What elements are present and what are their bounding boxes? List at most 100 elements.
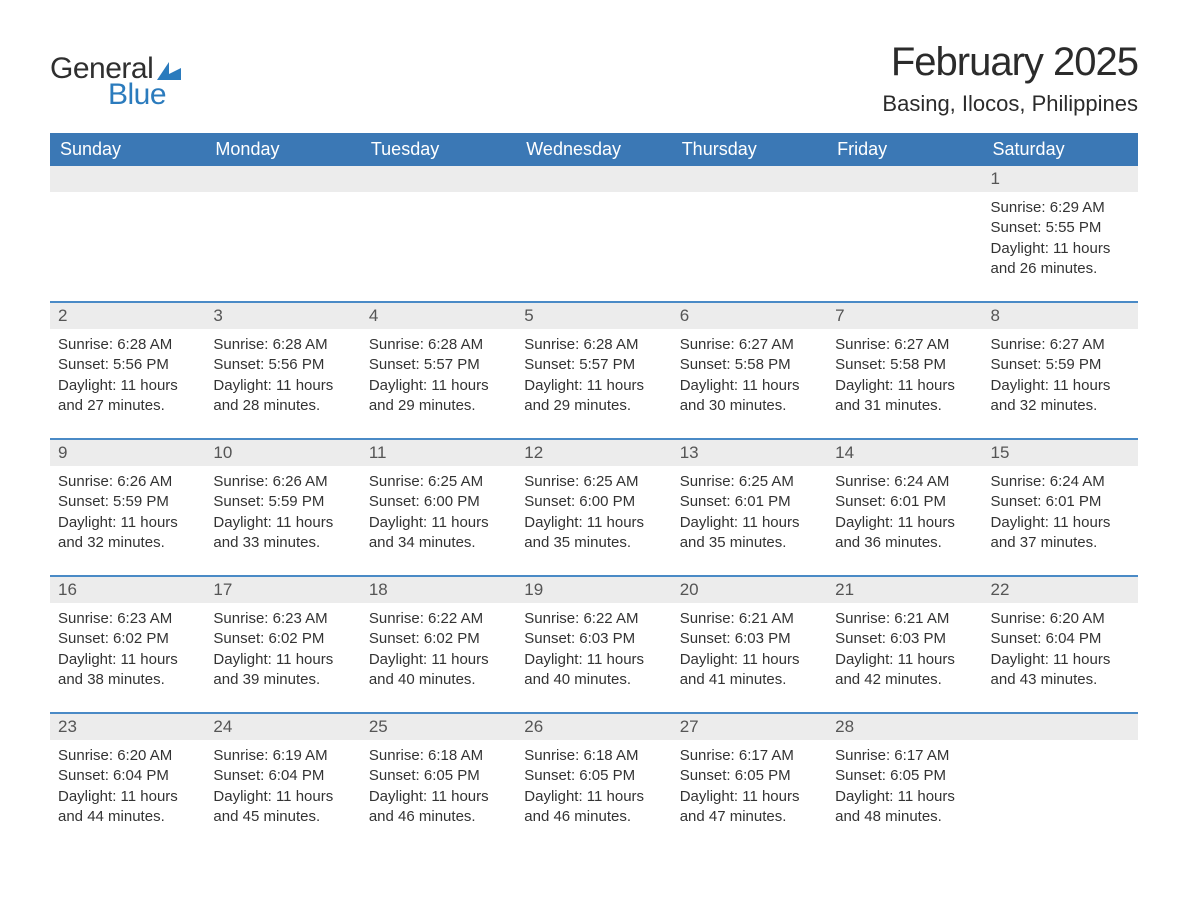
daylight-text: Daylight: 11 hours and 43 minutes.	[991, 650, 1130, 691]
day-header: Tuesday	[361, 133, 516, 166]
cell-body: Sunrise: 6:26 AMSunset: 5:59 PMDaylight:…	[205, 466, 360, 561]
calendar-cell	[50, 166, 205, 287]
day-number: 16	[50, 577, 205, 603]
sunset-text: Sunset: 5:57 PM	[524, 355, 663, 375]
calendar-cell	[983, 714, 1138, 835]
calendar-cell: 3Sunrise: 6:28 AMSunset: 5:56 PMDaylight…	[205, 303, 360, 424]
sunrise-text: Sunrise: 6:27 AM	[835, 335, 974, 355]
day-header: Wednesday	[516, 133, 671, 166]
sunrise-text: Sunrise: 6:20 AM	[58, 746, 197, 766]
sunset-text: Sunset: 6:04 PM	[58, 766, 197, 786]
week-row: 2Sunrise: 6:28 AMSunset: 5:56 PMDaylight…	[50, 301, 1138, 424]
week-row: 1Sunrise: 6:29 AMSunset: 5:55 PMDaylight…	[50, 166, 1138, 287]
sunset-text: Sunset: 5:55 PM	[991, 218, 1130, 238]
sunset-text: Sunset: 6:01 PM	[991, 492, 1130, 512]
daylight-text: Daylight: 11 hours and 34 minutes.	[369, 513, 508, 554]
calendar-cell: 16Sunrise: 6:23 AMSunset: 6:02 PMDayligh…	[50, 577, 205, 698]
daylight-text: Daylight: 11 hours and 35 minutes.	[524, 513, 663, 554]
daylight-text: Daylight: 11 hours and 32 minutes.	[58, 513, 197, 554]
calendar-cell: 8Sunrise: 6:27 AMSunset: 5:59 PMDaylight…	[983, 303, 1138, 424]
week-row: 9Sunrise: 6:26 AMSunset: 5:59 PMDaylight…	[50, 438, 1138, 561]
daylight-text: Daylight: 11 hours and 32 minutes.	[991, 376, 1130, 417]
cell-body: Sunrise: 6:27 AMSunset: 5:58 PMDaylight:…	[672, 329, 827, 424]
sunset-text: Sunset: 5:56 PM	[58, 355, 197, 375]
daylight-text: Daylight: 11 hours and 46 minutes.	[369, 787, 508, 828]
cell-body: Sunrise: 6:25 AMSunset: 6:01 PMDaylight:…	[672, 466, 827, 561]
day-number: 9	[50, 440, 205, 466]
daylight-text: Daylight: 11 hours and 39 minutes.	[213, 650, 352, 691]
cell-body: Sunrise: 6:18 AMSunset: 6:05 PMDaylight:…	[361, 740, 516, 835]
sunset-text: Sunset: 6:02 PM	[58, 629, 197, 649]
day-number: 19	[516, 577, 671, 603]
title-block: February 2025 Basing, Ilocos, Philippine…	[882, 40, 1138, 117]
day-number-empty	[205, 166, 360, 192]
day-number: 1	[983, 166, 1138, 192]
cell-body: Sunrise: 6:17 AMSunset: 6:05 PMDaylight:…	[672, 740, 827, 835]
sunrise-text: Sunrise: 6:20 AM	[991, 609, 1130, 629]
week-row: 16Sunrise: 6:23 AMSunset: 6:02 PMDayligh…	[50, 575, 1138, 698]
calendar-cell: 13Sunrise: 6:25 AMSunset: 6:01 PMDayligh…	[672, 440, 827, 561]
calendar-cell	[361, 166, 516, 287]
day-number: 22	[983, 577, 1138, 603]
sunset-text: Sunset: 6:00 PM	[369, 492, 508, 512]
sunrise-text: Sunrise: 6:24 AM	[835, 472, 974, 492]
daylight-text: Daylight: 11 hours and 29 minutes.	[524, 376, 663, 417]
sunset-text: Sunset: 5:58 PM	[680, 355, 819, 375]
day-header: Friday	[827, 133, 982, 166]
day-header: Saturday	[983, 133, 1138, 166]
day-number: 25	[361, 714, 516, 740]
day-number: 3	[205, 303, 360, 329]
day-number: 20	[672, 577, 827, 603]
cell-body: Sunrise: 6:22 AMSunset: 6:03 PMDaylight:…	[516, 603, 671, 698]
daylight-text: Daylight: 11 hours and 26 minutes.	[991, 239, 1130, 280]
logo: General Blue	[50, 40, 181, 112]
day-number: 11	[361, 440, 516, 466]
cell-body: Sunrise: 6:20 AMSunset: 6:04 PMDaylight:…	[50, 740, 205, 835]
day-number: 23	[50, 714, 205, 740]
week-row: 23Sunrise: 6:20 AMSunset: 6:04 PMDayligh…	[50, 712, 1138, 835]
daylight-text: Daylight: 11 hours and 48 minutes.	[835, 787, 974, 828]
calendar-cell: 11Sunrise: 6:25 AMSunset: 6:00 PMDayligh…	[361, 440, 516, 561]
cell-body: Sunrise: 6:25 AMSunset: 6:00 PMDaylight:…	[516, 466, 671, 561]
cell-body: Sunrise: 6:24 AMSunset: 6:01 PMDaylight:…	[983, 466, 1138, 561]
sunset-text: Sunset: 6:05 PM	[369, 766, 508, 786]
sunset-text: Sunset: 6:01 PM	[835, 492, 974, 512]
sunrise-text: Sunrise: 6:26 AM	[58, 472, 197, 492]
calendar-cell: 6Sunrise: 6:27 AMSunset: 5:58 PMDaylight…	[672, 303, 827, 424]
daylight-text: Daylight: 11 hours and 40 minutes.	[524, 650, 663, 691]
sunrise-text: Sunrise: 6:19 AM	[213, 746, 352, 766]
day-header: Sunday	[50, 133, 205, 166]
cell-body: Sunrise: 6:27 AMSunset: 5:58 PMDaylight:…	[827, 329, 982, 424]
daylight-text: Daylight: 11 hours and 35 minutes.	[680, 513, 819, 554]
day-number: 14	[827, 440, 982, 466]
day-header-row: SundayMondayTuesdayWednesdayThursdayFrid…	[50, 133, 1138, 166]
daylight-text: Daylight: 11 hours and 30 minutes.	[680, 376, 819, 417]
sunset-text: Sunset: 6:01 PM	[680, 492, 819, 512]
sunrise-text: Sunrise: 6:18 AM	[369, 746, 508, 766]
sunrise-text: Sunrise: 6:21 AM	[680, 609, 819, 629]
sunset-text: Sunset: 6:02 PM	[369, 629, 508, 649]
day-number: 27	[672, 714, 827, 740]
day-number-empty	[361, 166, 516, 192]
daylight-text: Daylight: 11 hours and 36 minutes.	[835, 513, 974, 554]
calendar-cell: 22Sunrise: 6:20 AMSunset: 6:04 PMDayligh…	[983, 577, 1138, 698]
day-header: Thursday	[672, 133, 827, 166]
sunrise-text: Sunrise: 6:27 AM	[680, 335, 819, 355]
day-number: 5	[516, 303, 671, 329]
daylight-text: Daylight: 11 hours and 42 minutes.	[835, 650, 974, 691]
sunrise-text: Sunrise: 6:28 AM	[58, 335, 197, 355]
sunrise-text: Sunrise: 6:24 AM	[991, 472, 1130, 492]
cell-body: Sunrise: 6:23 AMSunset: 6:02 PMDaylight:…	[50, 603, 205, 698]
daylight-text: Daylight: 11 hours and 37 minutes.	[991, 513, 1130, 554]
daylight-text: Daylight: 11 hours and 44 minutes.	[58, 787, 197, 828]
day-number: 6	[672, 303, 827, 329]
sunset-text: Sunset: 5:59 PM	[991, 355, 1130, 375]
day-number: 28	[827, 714, 982, 740]
sunset-text: Sunset: 6:03 PM	[524, 629, 663, 649]
daylight-text: Daylight: 11 hours and 45 minutes.	[213, 787, 352, 828]
daylight-text: Daylight: 11 hours and 40 minutes.	[369, 650, 508, 691]
daylight-text: Daylight: 11 hours and 46 minutes.	[524, 787, 663, 828]
sunrise-text: Sunrise: 6:26 AM	[213, 472, 352, 492]
daylight-text: Daylight: 11 hours and 38 minutes.	[58, 650, 197, 691]
day-number: 15	[983, 440, 1138, 466]
